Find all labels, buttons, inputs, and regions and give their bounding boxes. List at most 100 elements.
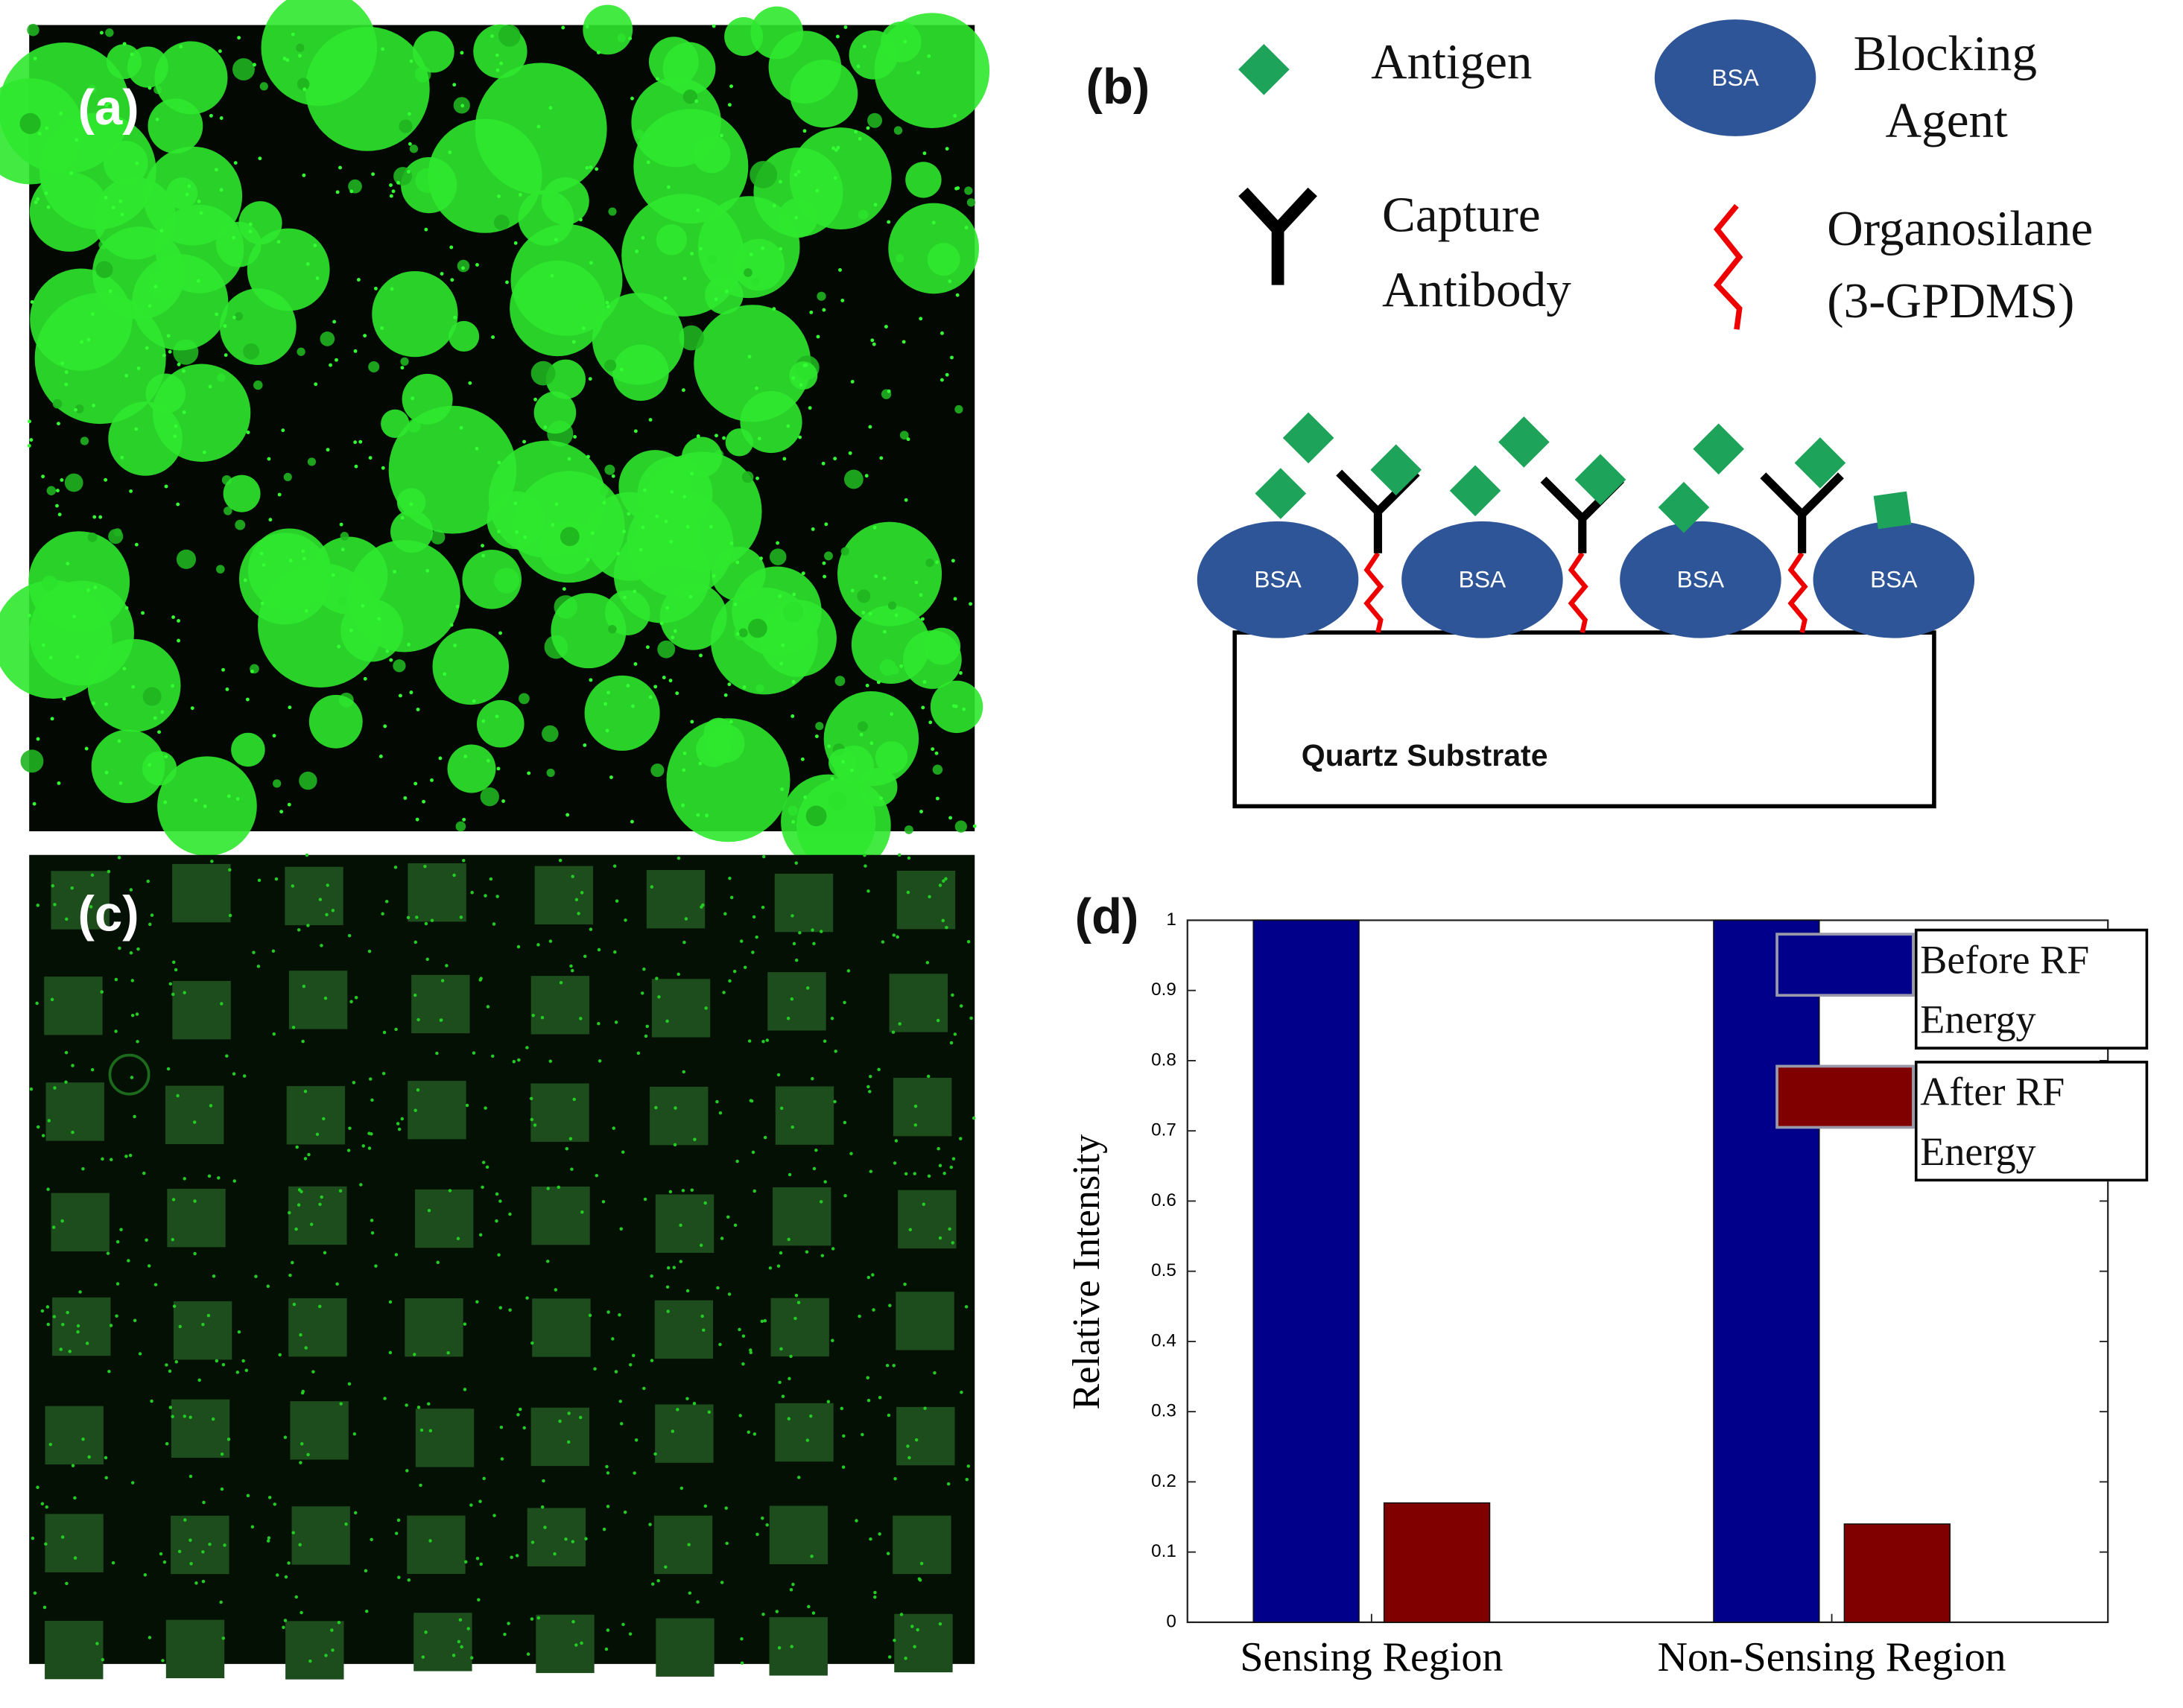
- fluorescent-dot: [287, 1561, 291, 1565]
- fluorescent-dot: [78, 1290, 82, 1294]
- fluorescent-dot: [865, 683, 869, 688]
- legend-text: After RF Energy: [1914, 1060, 2149, 1182]
- fluorescent-dot: [794, 958, 799, 962]
- fluorescent-dot: [812, 1166, 817, 1171]
- fluorescent-dot: [776, 1264, 781, 1268]
- fluorescent-dot: [663, 296, 668, 300]
- fluorescent-dot: [111, 1561, 115, 1565]
- fluorescent-dot: [363, 334, 367, 338]
- fluorescent-dot: [640, 991, 644, 995]
- fluorescent-dot: [682, 495, 687, 499]
- fluorescent-dot: [225, 688, 229, 691]
- fluorescent-dot: [318, 898, 323, 901]
- fluorescent-dot: [728, 979, 732, 983]
- fluorescent-dot: [790, 714, 795, 718]
- fluorescent-dot: [443, 672, 447, 676]
- fluorescent-dot: [781, 1394, 785, 1398]
- fluorescent-dot: [51, 1225, 56, 1229]
- fluorescent-dot: [133, 1318, 137, 1322]
- fluorescent-dot: [62, 696, 66, 701]
- fluorescent-dot: [177, 638, 181, 643]
- fluorescent-dot: [940, 331, 944, 335]
- fluorescent-dot: [117, 856, 121, 860]
- fluorescent-spot: [157, 756, 257, 856]
- fluorescent-dot: [665, 606, 670, 610]
- fluorescent-dot: [307, 1152, 311, 1157]
- sensor-pad: [44, 977, 103, 1035]
- fluorescent-dot: [491, 335, 495, 340]
- fluorescent-dot: [300, 1190, 303, 1194]
- fluorescent-dot: [114, 1029, 118, 1033]
- fluorescent-dot: [921, 705, 925, 710]
- fluorescent-dot: [403, 796, 408, 800]
- fluorescent-dot: [820, 930, 823, 933]
- fluorescent-dot: [676, 1408, 679, 1412]
- sensor-pad: [45, 1620, 104, 1680]
- fluorescent-dot: [484, 894, 487, 898]
- fluorescent-dot: [220, 1002, 224, 1006]
- fluorescent-dot: [694, 99, 699, 104]
- fluorescent-dot: [580, 891, 584, 895]
- fluorescent-dot: [763, 1135, 767, 1140]
- fluorescent-dot: [893, 1638, 896, 1642]
- fluorescent-dot: [162, 1560, 167, 1564]
- fluorescent-dot: [252, 950, 256, 954]
- fluorescent-spot: [142, 687, 162, 706]
- fluorescent-spot: [927, 243, 960, 276]
- fluorescent-dot: [317, 1304, 322, 1309]
- fluorescent-dot: [201, 1322, 205, 1327]
- fluorescent-dot: [631, 704, 635, 708]
- fluorescent-dot: [879, 796, 883, 801]
- fluorescent-dot: [513, 501, 518, 506]
- fluorescent-spot: [176, 549, 197, 569]
- fluorescent-dot: [805, 1250, 809, 1254]
- fluorescent-dot: [135, 161, 139, 165]
- fluorescent-spot: [409, 145, 419, 153]
- fluorescent-dot: [655, 514, 659, 518]
- fluorescent-dot: [755, 935, 758, 939]
- fluorescent-spot: [840, 547, 849, 556]
- fluorescent-dot: [130, 1481, 135, 1485]
- fluorescent-dot: [128, 1153, 133, 1158]
- fluorescent-dot: [866, 889, 870, 893]
- fluorescent-dot: [633, 1471, 636, 1475]
- fluorescent-dot: [602, 501, 606, 505]
- fluorescent-dot: [211, 1417, 215, 1421]
- fluorescent-dot: [759, 556, 763, 561]
- panel-label: (a): [78, 80, 139, 136]
- fluorescent-dot: [740, 1661, 744, 1665]
- fluorescent-dot: [305, 853, 309, 857]
- fluorescent-dot: [168, 349, 172, 354]
- fluorescent-dot: [840, 299, 845, 302]
- fluorescent-dot: [609, 775, 613, 779]
- fluorescent-spot: [393, 167, 413, 186]
- fluorescent-dot: [66, 562, 70, 566]
- fluorescent-dot: [159, 1552, 163, 1556]
- fluorescent-dot: [613, 950, 617, 954]
- fluorescent-dot: [208, 1542, 212, 1546]
- fluorescent-dot: [469, 1656, 474, 1660]
- fluorescent-dot: [64, 370, 69, 375]
- sensor-pad: [650, 1086, 709, 1146]
- fluorescent-dot: [279, 810, 284, 814]
- fluorescent-dot: [869, 741, 874, 746]
- fluorescent-dot: [843, 1194, 847, 1198]
- fluorescent-dot: [796, 1301, 801, 1304]
- fluorescent-dot: [891, 1030, 896, 1034]
- fluorescent-dot: [396, 1518, 401, 1523]
- fluorescent-spot: [232, 58, 255, 81]
- fluorescent-dot: [60, 1219, 64, 1223]
- fluorescent-dot: [530, 1540, 535, 1544]
- fluorescent-dot: [630, 819, 634, 824]
- fluorescent-dot: [71, 1464, 75, 1467]
- fluorescent-dot: [755, 386, 758, 390]
- fluorescent-dot: [729, 895, 734, 900]
- fluorescent-dot: [130, 1013, 135, 1018]
- fluorescent-dot: [46, 1322, 51, 1327]
- fluorescent-dot: [226, 1437, 231, 1441]
- fluorescent-dot: [146, 879, 150, 883]
- fluorescent-dot: [371, 172, 375, 177]
- fluorescent-dot: [732, 969, 737, 974]
- fluorescent-spot: [966, 198, 976, 207]
- fluorescence-image-c: [29, 853, 976, 1680]
